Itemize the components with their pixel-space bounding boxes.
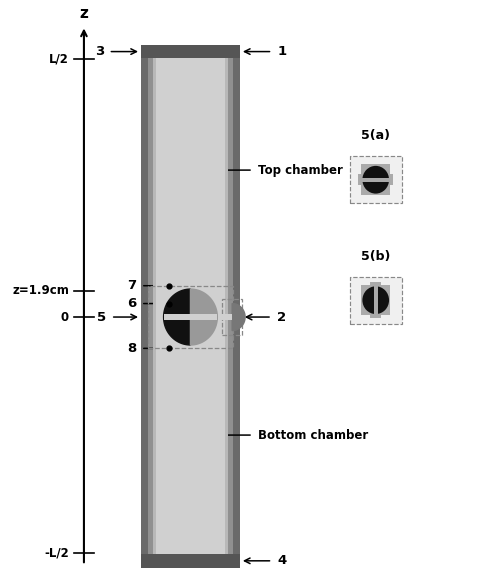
Bar bbox=[361, 164, 390, 195]
Bar bbox=[222, 299, 242, 335]
Polygon shape bbox=[191, 289, 217, 345]
Bar bbox=[350, 156, 401, 203]
Bar bbox=[156, 45, 225, 568]
Bar bbox=[389, 174, 393, 185]
Text: 8: 8 bbox=[127, 342, 136, 355]
Text: Bottom chamber: Bottom chamber bbox=[258, 429, 368, 442]
Text: 4: 4 bbox=[277, 554, 286, 567]
Text: 5(b): 5(b) bbox=[361, 250, 390, 263]
Bar bbox=[164, 314, 217, 320]
Bar bbox=[370, 314, 381, 318]
Bar bbox=[141, 45, 240, 58]
Text: 0: 0 bbox=[61, 310, 69, 324]
Text: 6: 6 bbox=[127, 297, 136, 310]
Polygon shape bbox=[164, 289, 191, 345]
Bar bbox=[370, 282, 381, 286]
Bar bbox=[363, 178, 389, 182]
Bar bbox=[374, 286, 377, 314]
Text: L/2: L/2 bbox=[49, 53, 69, 66]
Bar bbox=[153, 45, 228, 568]
Text: z=1.9cm: z=1.9cm bbox=[12, 284, 69, 297]
Text: Top chamber: Top chamber bbox=[258, 164, 342, 177]
Text: -L/2: -L/2 bbox=[45, 547, 69, 560]
Bar bbox=[148, 286, 233, 349]
Bar bbox=[219, 314, 232, 320]
Bar bbox=[141, 45, 240, 568]
Text: 7: 7 bbox=[127, 279, 136, 292]
Text: 5(a): 5(a) bbox=[361, 129, 390, 142]
Circle shape bbox=[363, 286, 389, 314]
Text: 3: 3 bbox=[94, 45, 104, 58]
Bar bbox=[358, 174, 363, 185]
Bar bbox=[141, 554, 240, 568]
Polygon shape bbox=[232, 303, 245, 331]
Bar bbox=[148, 45, 233, 568]
Circle shape bbox=[363, 166, 389, 193]
Text: 5: 5 bbox=[97, 310, 106, 324]
Text: 1: 1 bbox=[277, 45, 286, 58]
Text: 2: 2 bbox=[276, 310, 286, 324]
Text: z: z bbox=[80, 6, 88, 21]
Bar bbox=[350, 277, 401, 324]
Bar bbox=[361, 285, 390, 315]
